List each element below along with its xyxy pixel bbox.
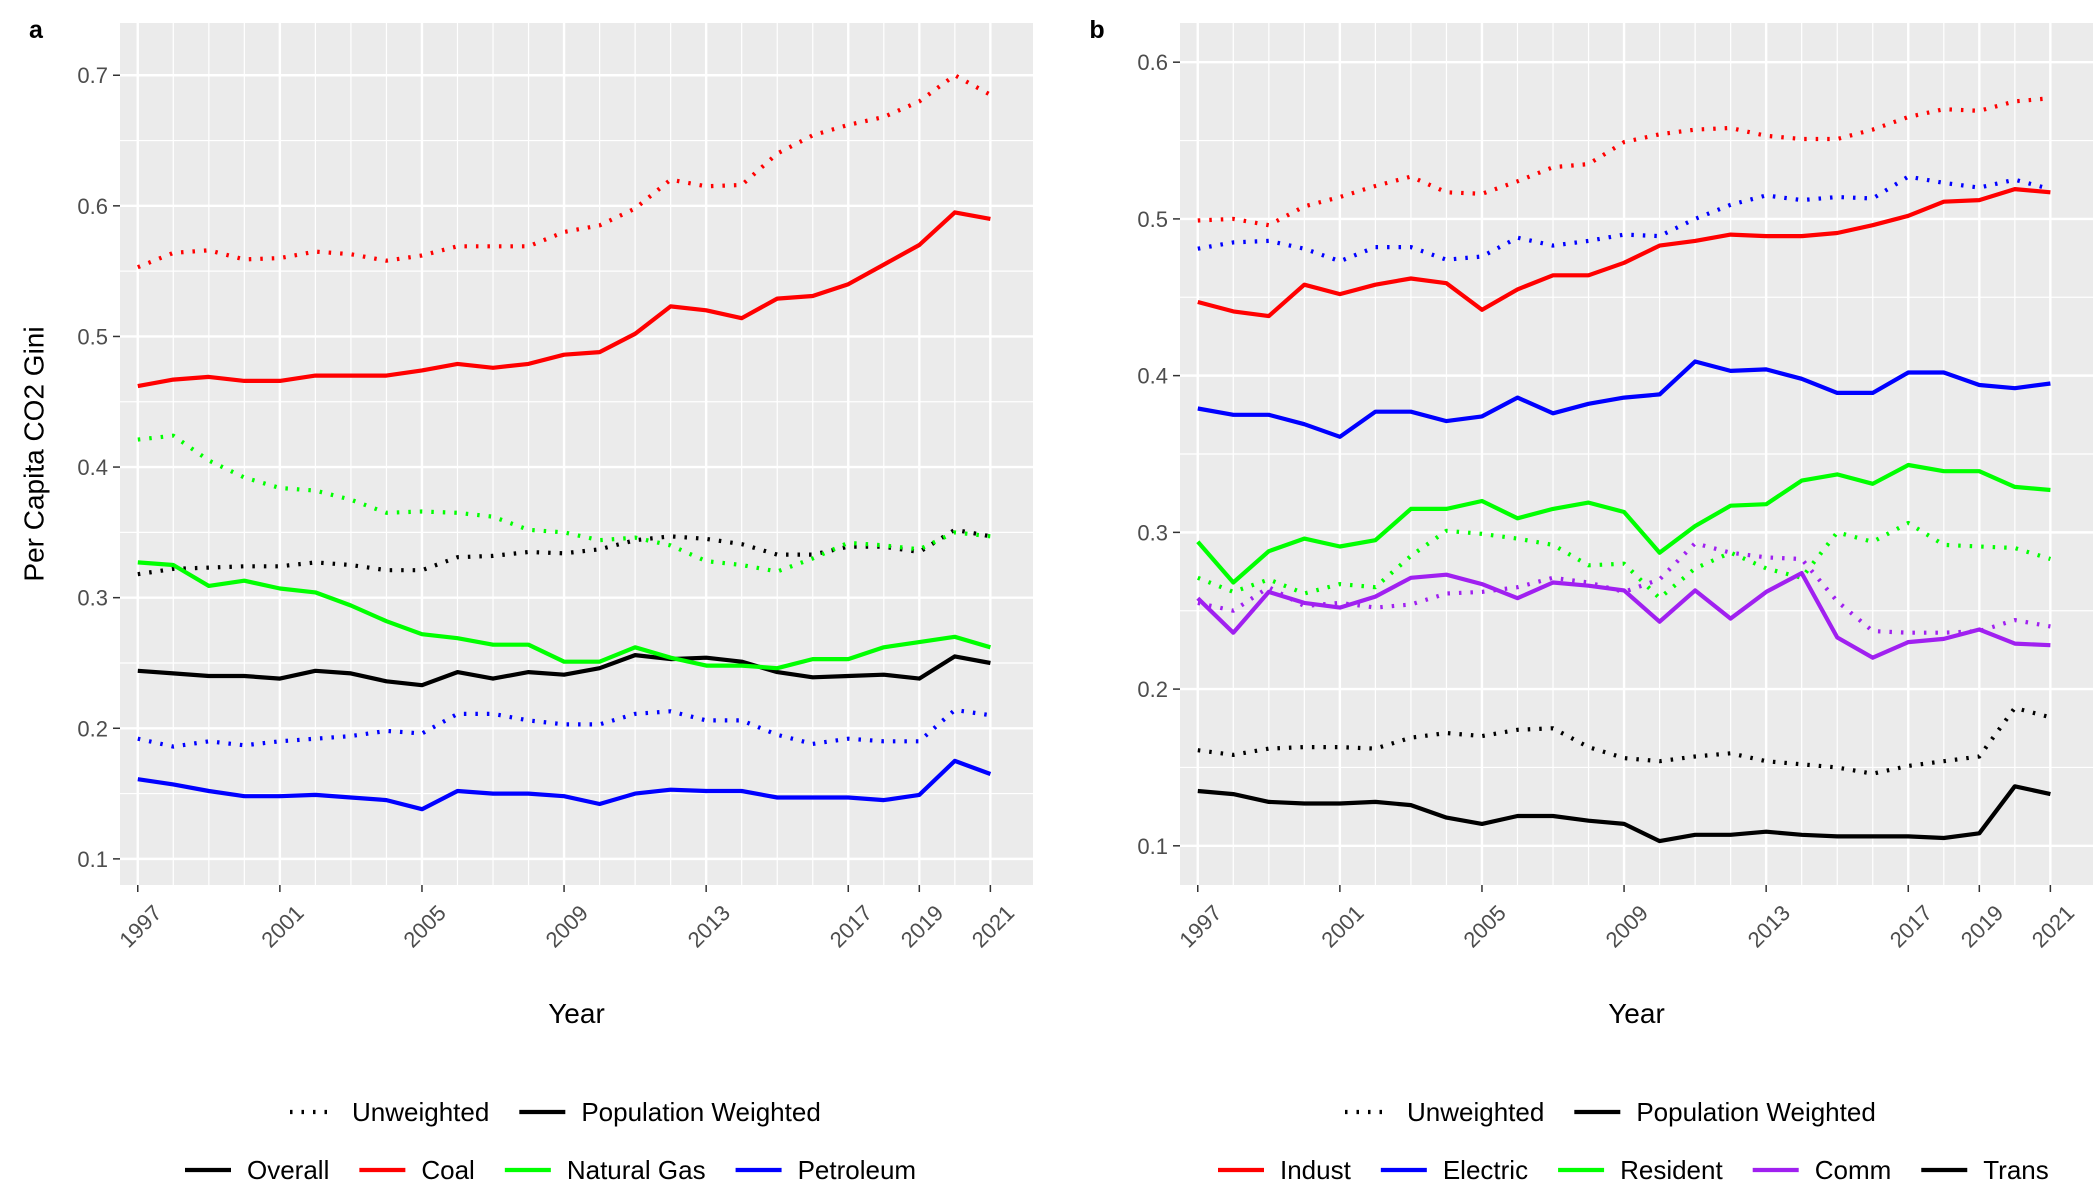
x-tick-label: 2017 — [825, 900, 877, 952]
legend-label: Trans — [1983, 1155, 2049, 1185]
y-tick-label: 0.2 — [77, 716, 108, 741]
series-line-electric-population-weighted — [1197, 359, 2051, 439]
series-line-petroleum-unweighted — [137, 707, 991, 749]
legend-label: Unweighted — [352, 1097, 489, 1127]
legend-label: Electric — [1443, 1155, 1528, 1185]
legend-label: Resident — [1620, 1155, 1723, 1185]
series-line-coal-population-weighted — [137, 210, 991, 389]
legend-color: Overall Coal Natural Gas Petroleum — [185, 1155, 916, 1185]
panel-letter: b — [1089, 16, 1104, 44]
y-tick-label: 0.4 — [77, 455, 108, 480]
legend-linetype: Unweighted Population Weighted — [1345, 1097, 1876, 1127]
x-tick-label: 2005 — [1459, 900, 1511, 952]
x-tick-label: 1997 — [1174, 900, 1226, 952]
y-tick-label: 0.5 — [77, 324, 108, 349]
y-tick-label: 0.6 — [77, 194, 108, 219]
y-tick-label: 0.7 — [77, 63, 108, 88]
series-line-resident-unweighted — [1197, 520, 2052, 601]
y-axis-title: Per Capita CO2 Gini — [18, 326, 49, 581]
legend-linetype: Unweighted Population Weighted — [290, 1097, 821, 1127]
y-tick-label: 0.3 — [1137, 520, 1168, 545]
x-tick-label: 2019 — [1956, 900, 2008, 952]
legend-label: Indust — [1280, 1155, 1352, 1185]
legend-label: Population Weighted — [1636, 1097, 1875, 1127]
x-tick-label: 2005 — [399, 900, 451, 952]
series-line-comm-population-weighted — [1196, 570, 2051, 660]
series-line-petroleum-population-weighted — [137, 758, 992, 812]
y-tick-label: 0.1 — [77, 847, 108, 872]
legend-label: Population Weighted — [581, 1097, 820, 1127]
series-line-overall-population-weighted — [137, 652, 991, 688]
x-tick-label: 2021 — [2027, 900, 2079, 952]
chart-panel-b: 0.1 0.2 0.3 0.4 0.5 0.6 1997 2001 2005 2009 2013 20… — [1089, 16, 2093, 1185]
series-line-indust-population-weighted — [1197, 187, 2051, 319]
legend-label: Comm — [1815, 1155, 1892, 1185]
y-tick-label: 0.5 — [1137, 207, 1168, 232]
y-tick-label: 0.6 — [1137, 50, 1168, 75]
x-tick-label: 2009 — [1601, 900, 1653, 952]
x-tick-label: 2001 — [1316, 900, 1368, 952]
panel-letter: a — [29, 16, 44, 44]
legend-label: Coal — [421, 1155, 474, 1185]
legend-label: Natural Gas — [567, 1155, 706, 1185]
series-line-indust-unweighted — [1197, 96, 2051, 228]
x-axis-title: Year — [1608, 998, 1665, 1029]
y-tick-label: 0.4 — [1137, 364, 1168, 389]
legend-label: Unweighted — [1407, 1097, 1544, 1127]
x-tick-label: 2021 — [967, 900, 1019, 952]
series-line-natural-gas-population-weighted — [137, 560, 991, 671]
x-axis-title: Year — [548, 998, 605, 1029]
legend-label: Petroleum — [798, 1155, 917, 1185]
x-tick-label: 2013 — [683, 900, 735, 952]
x-tick-label: 2013 — [1743, 900, 1795, 952]
x-tick-label: 2017 — [1885, 900, 1937, 952]
x-tick-label: 1997 — [114, 900, 166, 952]
plot-background — [120, 23, 1033, 885]
series-line-resident-population-weighted — [1196, 462, 2051, 585]
legend-label: Overall — [247, 1155, 329, 1185]
x-tick-label: 2009 — [541, 900, 593, 952]
legend-color: Indust Electric Resident Comm Trans — [1218, 1155, 2049, 1185]
y-tick-label: 0.2 — [1137, 677, 1168, 702]
series-line-trans-population-weighted — [1197, 784, 2051, 844]
y-tick-label: 0.3 — [77, 586, 108, 611]
chart-panel-a: 0.1 0.2 0.3 0.4 0.5 0.6 0.7 1997 2001 2005 2009 201… — [18, 16, 1033, 1185]
x-tick-label: 2019 — [896, 900, 948, 952]
x-tick-label: 2001 — [256, 900, 308, 952]
y-tick-label: 0.1 — [1137, 834, 1168, 859]
